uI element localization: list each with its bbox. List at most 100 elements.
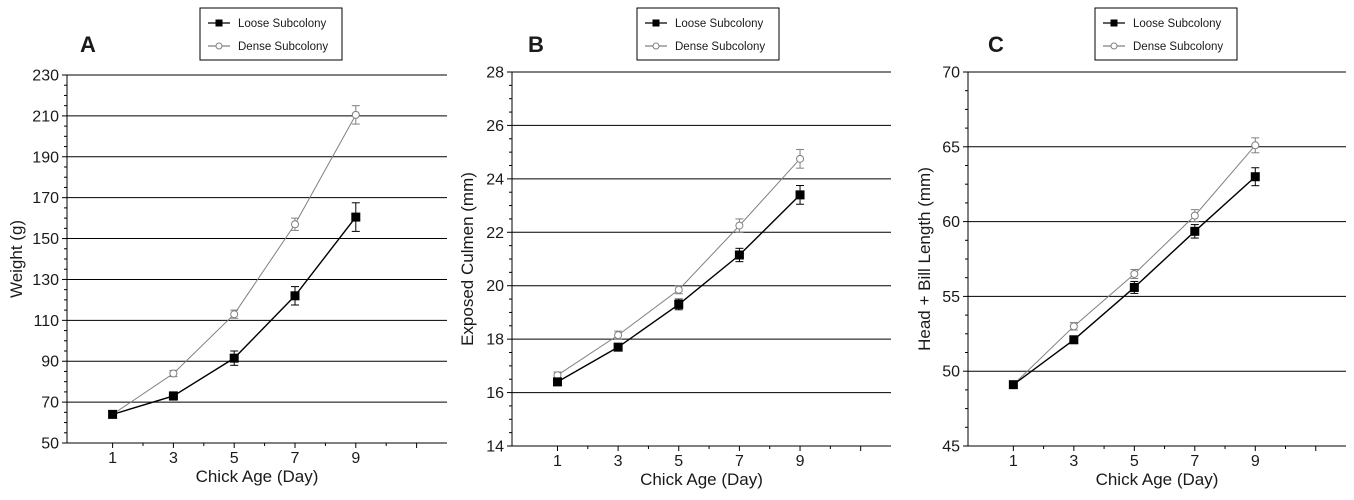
legend-label: Loose Subcolony <box>675 18 763 30</box>
data-point <box>1069 335 1079 345</box>
y-tick-label: 55 <box>942 289 960 306</box>
legend-box <box>199 7 343 61</box>
series-line <box>1013 144 1256 386</box>
legend-label: Dense Subcolony <box>1133 41 1223 53</box>
x-tick-label: 9 <box>796 453 805 470</box>
y-tick-label: 20 <box>486 278 504 295</box>
legend-label: Dense Subcolony <box>675 41 765 53</box>
y-axis-title: Head + Bill Length (mm) <box>915 167 934 351</box>
legend-marker <box>652 19 660 27</box>
x-tick-label: 3 <box>1069 453 1078 470</box>
y-tick-label: 26 <box>486 118 504 135</box>
series-loose-subcolony <box>108 202 361 419</box>
data-point <box>674 299 684 309</box>
y-axis-title: Weight (g) <box>7 220 26 298</box>
data-point <box>1190 226 1200 236</box>
data-point <box>674 285 683 294</box>
data-point <box>351 212 361 222</box>
x-tick-label: 1 <box>553 453 562 470</box>
data-point <box>1190 211 1199 220</box>
x-tick-label: 1 <box>108 450 117 467</box>
series-line <box>1012 176 1256 386</box>
data-point <box>795 190 805 200</box>
chart-panel-a: 50 70 90 110 130 150 170 190 210 230 1 3 5 7 9 Chick Ag… <box>7 7 447 486</box>
legend-marker <box>1110 19 1118 27</box>
data-point <box>168 391 178 401</box>
y-tick-label: 16 <box>486 385 504 402</box>
y-tick-label: 150 <box>32 231 59 248</box>
x-tick-label: 5 <box>1130 453 1139 470</box>
legend: Loose Subcolony Dense Subcolony <box>636 7 780 61</box>
data-point <box>735 221 744 230</box>
data-point <box>351 110 360 119</box>
x-tick-label: 3 <box>169 450 178 467</box>
x-tick-label: 9 <box>1251 453 1260 470</box>
data-point <box>291 220 299 229</box>
y-tick-label: 22 <box>486 225 504 242</box>
y-tick-label: 45 <box>942 439 960 456</box>
panel-label: B <box>528 32 544 57</box>
y-tick-label: 70 <box>942 65 960 82</box>
y-tick-label: 210 <box>32 108 59 125</box>
y-tick-label: 130 <box>32 272 59 289</box>
x-tick-label: 3 <box>614 453 623 470</box>
y-tick-label: 18 <box>486 332 504 349</box>
legend-box <box>636 7 780 61</box>
x-tick-label: 5 <box>230 450 239 467</box>
data-point <box>734 250 744 260</box>
data-point <box>1069 322 1078 331</box>
legend-label: Loose Subcolony <box>1133 18 1221 30</box>
x-tick-label: 7 <box>291 450 300 467</box>
data-point <box>796 154 805 163</box>
data-point <box>614 331 623 340</box>
x-tick-label: 9 <box>351 450 360 467</box>
legend-label: Dense Subcolony <box>238 41 328 53</box>
legend-marker <box>1110 42 1118 50</box>
legend: Loose Subcolony Dense Subcolony <box>1094 7 1238 61</box>
data-point <box>552 377 562 387</box>
y-tick-label: 110 <box>33 313 59 330</box>
legend: Loose Subcolony Dense Subcolony <box>199 7 343 61</box>
x-tick-label: 7 <box>735 453 744 470</box>
series-dense-subcolony <box>553 148 805 380</box>
legend-marker <box>215 19 223 27</box>
y-tick-label: 65 <box>942 139 960 156</box>
y-tick-label: 190 <box>32 149 59 166</box>
y-tick-label: 28 <box>486 65 504 82</box>
y-tick-label: 50 <box>41 436 59 453</box>
legend-marker <box>652 42 660 50</box>
y-tick-label: 230 <box>32 68 59 85</box>
y-tick-label: 90 <box>41 354 59 371</box>
y-tick-label: 170 <box>32 190 59 207</box>
x-axis-title: Chick Age (Day) <box>1096 470 1219 489</box>
x-tick-label: 1 <box>1009 453 1018 470</box>
y-tick-label: 14 <box>486 439 504 456</box>
data-point <box>1130 269 1139 278</box>
legend-marker <box>215 42 223 50</box>
data-point <box>1251 141 1260 150</box>
panel-label: C <box>988 32 1004 57</box>
y-tick-label: 24 <box>486 171 504 188</box>
chart-panel-c: 45 50 55 60 65 70 1 3 5 7 9 Chick Age (Day) Head + B… <box>915 7 1346 489</box>
panel-label: A <box>80 32 96 57</box>
legend-label: Loose Subcolony <box>238 18 326 30</box>
x-tick-label: 5 <box>674 453 683 470</box>
y-tick-label: 60 <box>942 214 960 231</box>
x-tick-label: 7 <box>1190 453 1199 470</box>
data-point <box>229 353 239 363</box>
data-point <box>290 291 300 301</box>
data-point <box>230 310 239 319</box>
legend-box <box>1094 7 1238 61</box>
data-point <box>1250 172 1260 182</box>
y-tick-label: 50 <box>942 364 960 381</box>
series-loose-subcolony <box>1008 167 1260 390</box>
x-axis-title: Chick Age (Day) <box>640 470 763 489</box>
x-axis-title: Chick Age (Day) <box>196 467 319 486</box>
series-line <box>557 158 801 376</box>
data-point <box>613 342 623 352</box>
chart-panel-b: 14 16 18 20 22 24 26 28 1 3 5 7 9 Chick Age (Day) Expo… <box>458 7 891 489</box>
data-point <box>1008 380 1018 390</box>
series-dense-subcolony <box>1009 137 1260 389</box>
data-point <box>169 369 178 378</box>
